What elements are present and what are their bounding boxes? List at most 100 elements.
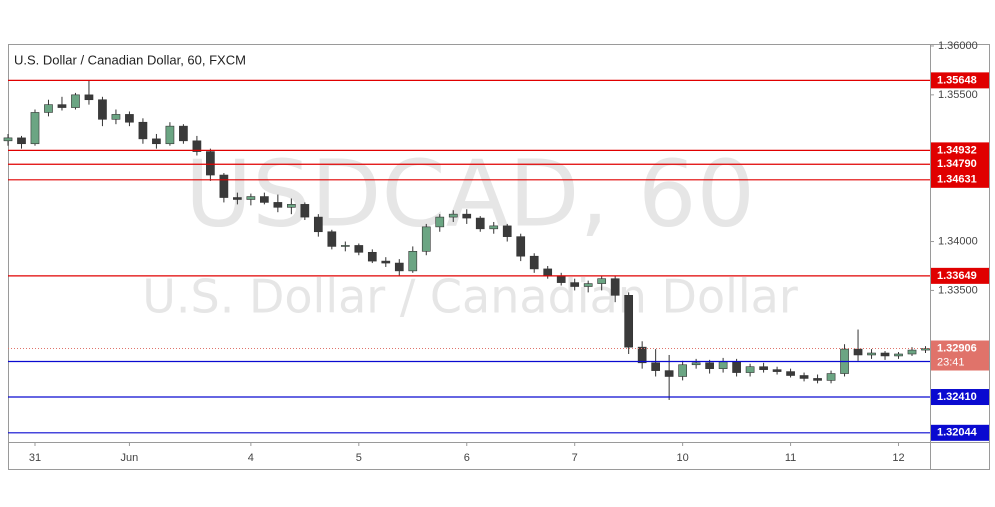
candle-body bbox=[286, 204, 296, 208]
watermark: USDCAD, 60 bbox=[185, 140, 755, 247]
candle-body bbox=[759, 366, 768, 370]
candle-body bbox=[624, 295, 634, 348]
candle-body bbox=[867, 352, 876, 356]
candle-body bbox=[408, 251, 418, 272]
candle-body bbox=[179, 125, 188, 142]
candle-body bbox=[570, 282, 580, 287]
candle-body bbox=[705, 362, 714, 369]
candle-body bbox=[327, 231, 337, 247]
candle-body bbox=[246, 196, 256, 200]
chart-frame bbox=[8, 44, 990, 470]
candle-body bbox=[206, 151, 215, 176]
x-tick-label: 31 bbox=[29, 452, 41, 464]
level-label: 1.34790 bbox=[937, 158, 977, 170]
candle-body bbox=[475, 217, 485, 230]
candle-body bbox=[691, 362, 701, 366]
y-tick-label: 1.34000 bbox=[938, 235, 978, 247]
last-price-label: 1.32906 bbox=[937, 342, 977, 354]
candle-body bbox=[921, 348, 930, 351]
candle-body bbox=[260, 196, 269, 203]
candle-body bbox=[313, 216, 323, 233]
candle-body bbox=[273, 202, 283, 208]
candle-body bbox=[84, 94, 94, 101]
candle-body bbox=[880, 352, 890, 357]
x-tick-label: 5 bbox=[356, 452, 362, 464]
candle-body bbox=[772, 369, 782, 372]
level-label: 1.32410 bbox=[937, 391, 977, 403]
candle-body bbox=[125, 114, 134, 123]
candle-body bbox=[907, 349, 917, 355]
candle-body bbox=[583, 283, 593, 287]
last-price-badge bbox=[931, 340, 989, 371]
candle-body bbox=[786, 371, 795, 376]
level-badge bbox=[931, 156, 989, 173]
candle-body bbox=[543, 268, 553, 277]
candle-body bbox=[394, 262, 404, 272]
x-tick-label: 12 bbox=[892, 452, 904, 464]
x-tick-label: Jun bbox=[121, 452, 139, 464]
candle-body bbox=[732, 361, 741, 373]
candle-body bbox=[3, 137, 13, 142]
candle-body bbox=[664, 370, 674, 377]
candle-body bbox=[435, 216, 445, 228]
level-badge bbox=[931, 171, 989, 188]
x-tick-label: 10 bbox=[677, 452, 689, 464]
candle-body bbox=[354, 245, 364, 253]
candle-body bbox=[300, 204, 310, 218]
level-label: 1.34631 bbox=[937, 174, 977, 186]
candle-body bbox=[502, 225, 512, 237]
y-tick-label: 1.33500 bbox=[938, 284, 978, 296]
candle-body bbox=[138, 121, 148, 140]
watermark-subtitle: U.S. Dollar / Canadian Dollar bbox=[142, 270, 798, 324]
candle-body bbox=[111, 114, 121, 120]
candle-body bbox=[462, 213, 472, 219]
chart-title: U.S. Dollar / Canadian Dollar, 60, FXCM bbox=[14, 52, 246, 67]
candle-body bbox=[853, 348, 863, 356]
candle-body bbox=[745, 366, 755, 373]
candle-body bbox=[152, 138, 161, 145]
level-badge bbox=[931, 72, 989, 89]
candle-body bbox=[192, 140, 202, 152]
candle-body bbox=[813, 378, 822, 381]
candle-body bbox=[98, 99, 107, 120]
level-badge bbox=[931, 424, 989, 441]
level-label: 1.33649 bbox=[937, 270, 977, 282]
level-badge bbox=[931, 142, 989, 159]
x-tick-label: 4 bbox=[248, 452, 254, 464]
candle-body bbox=[71, 94, 80, 108]
candle-body bbox=[610, 278, 620, 296]
y-tick-label: 1.35500 bbox=[938, 89, 978, 101]
candle-body bbox=[381, 260, 391, 264]
candle-body bbox=[516, 236, 526, 257]
candle-body bbox=[637, 346, 647, 364]
countdown: 23:41 bbox=[937, 356, 965, 368]
candle-body bbox=[340, 245, 350, 247]
level-label: 1.35648 bbox=[937, 74, 977, 86]
y-tick-label: 1.36000 bbox=[938, 40, 978, 52]
candle-body bbox=[651, 362, 660, 371]
candle-body bbox=[799, 375, 809, 379]
candle-body bbox=[233, 197, 242, 200]
candle-body bbox=[678, 364, 687, 377]
level-badge bbox=[931, 267, 989, 284]
candle-body bbox=[367, 251, 377, 262]
candle-body bbox=[219, 174, 229, 198]
candle-body bbox=[17, 137, 26, 145]
x-tick-label: 11 bbox=[785, 452, 796, 464]
candle-body bbox=[529, 255, 539, 270]
candle-body bbox=[448, 213, 458, 218]
x-tick-label: 6 bbox=[464, 452, 470, 464]
candle-body bbox=[57, 104, 67, 108]
candle-body bbox=[421, 226, 431, 252]
candle-body bbox=[556, 275, 566, 283]
candle-body bbox=[44, 104, 53, 113]
candle-body bbox=[894, 353, 903, 357]
candle-body bbox=[718, 361, 728, 369]
level-badge bbox=[931, 389, 989, 406]
candle-body bbox=[165, 125, 175, 145]
candle-body bbox=[597, 278, 607, 284]
level-label: 1.32044 bbox=[937, 427, 978, 439]
candle-body bbox=[30, 112, 40, 145]
candle-body bbox=[489, 225, 499, 230]
